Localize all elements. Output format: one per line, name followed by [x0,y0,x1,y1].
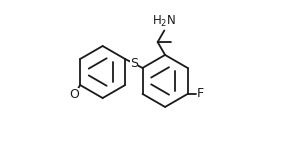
Text: O: O [70,88,79,101]
Text: F: F [197,87,204,100]
Text: S: S [130,57,138,70]
Text: H$_2$N: H$_2$N [152,14,176,29]
